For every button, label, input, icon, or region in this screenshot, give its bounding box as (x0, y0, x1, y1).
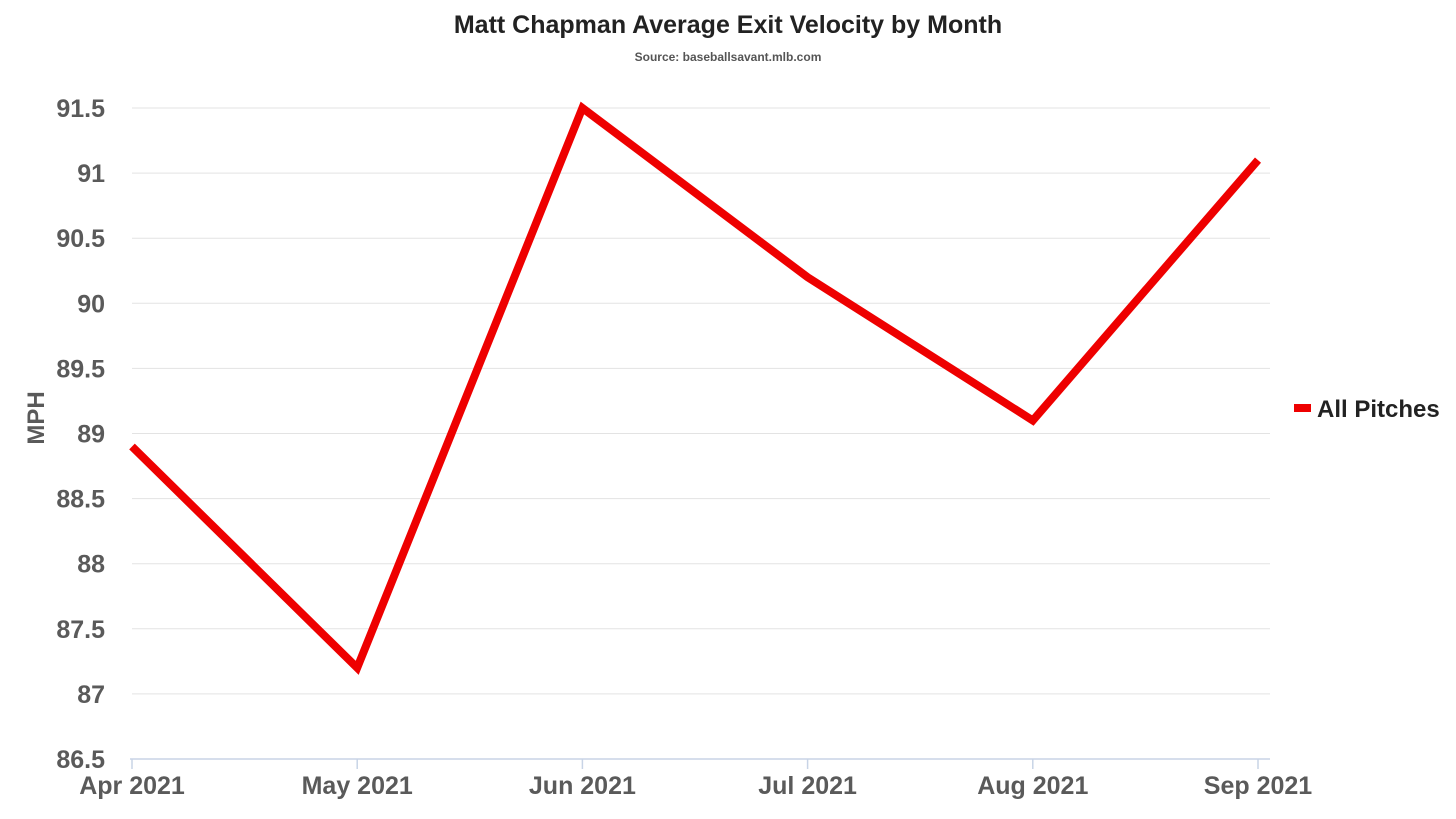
y-tick-label: 87.5 (56, 616, 105, 644)
y-tick-label: 89.5 (56, 355, 105, 383)
series-line-0[interactable] (129, 101, 1262, 675)
legend[interactable]: All Pitches (1294, 396, 1440, 423)
y-tick-label: 88 (77, 551, 105, 579)
x-tick-label: May 2021 (302, 772, 413, 800)
x-tick-label: Apr 2021 (79, 772, 185, 800)
chart-subtitle: Source: baseballsavant.mlb.com (635, 50, 822, 64)
y-tick-label: 91 (77, 160, 105, 188)
y-tick-label: 89 (77, 421, 105, 449)
x-tick-label: Sep 2021 (1204, 772, 1313, 800)
x-tick-label: Jun 2021 (529, 772, 636, 800)
x-tick-label: Jul 2021 (758, 772, 857, 800)
y-tick-label: 88.5 (56, 486, 105, 514)
legend-label: All Pitches (1317, 396, 1440, 423)
y-tick-label: 87 (77, 681, 105, 709)
y-axis-label: MPH (23, 391, 50, 444)
x-axis: Apr 2021 May 2021 Jun 2021 Jul 2021 Aug 2021… (79, 758, 1313, 800)
y-axis-ticks: 86.5 87 87.5 88 88.5 89 89.5 90 90.5 91 91.5 (56, 95, 105, 774)
y-tick-label: 86.5 (56, 746, 105, 774)
y-tick-label: 91.5 (56, 95, 105, 123)
y-tick-label: 90.5 (56, 225, 105, 253)
y-tick-label: 90 (77, 290, 105, 318)
series-layer (129, 101, 1262, 675)
x-tick-label: Aug 2021 (977, 772, 1088, 800)
chart-title: Matt Chapman Average Exit Velocity by Mo… (454, 11, 1002, 39)
